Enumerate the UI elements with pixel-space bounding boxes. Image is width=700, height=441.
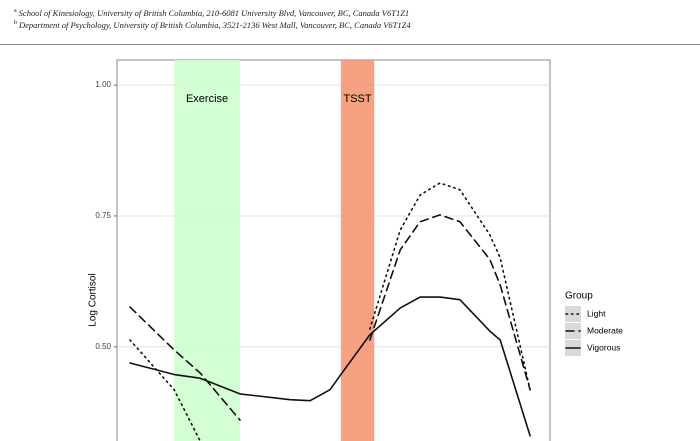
affiliation-mark: b	[14, 20, 17, 27]
affiliation: b Department of Psychology, University of…	[14, 20, 411, 30]
affiliation-mark: a	[14, 8, 17, 15]
legend-label: Moderate	[587, 325, 623, 335]
affiliation: a School of Kinesiology, University of Br…	[14, 8, 409, 18]
plot-area: Exercise TSST	[117, 60, 550, 441]
region-label: TSST	[343, 93, 371, 105]
header-rule	[0, 44, 700, 45]
legend-title: Group	[565, 291, 593, 302]
y-tick-label: 1.00	[95, 80, 111, 89]
series-line	[129, 214, 531, 421]
y-tick-label: 0.75	[95, 211, 111, 220]
legend-label: Light	[587, 308, 606, 318]
affiliation-text: School of Kinesiology, University of Bri…	[18, 8, 410, 18]
series-line	[129, 296, 531, 437]
legend-label: Vigorous	[587, 342, 620, 352]
y-tick-label: 0.50	[95, 342, 111, 351]
shaded-region	[340, 60, 375, 441]
region-label: Exercise	[186, 93, 228, 105]
shaded-region	[174, 60, 240, 441]
y-axis-label: Log Cortisol	[88, 273, 99, 326]
series-line	[129, 182, 531, 441]
affiliation-text: Department of Psychology, University of …	[19, 20, 411, 30]
